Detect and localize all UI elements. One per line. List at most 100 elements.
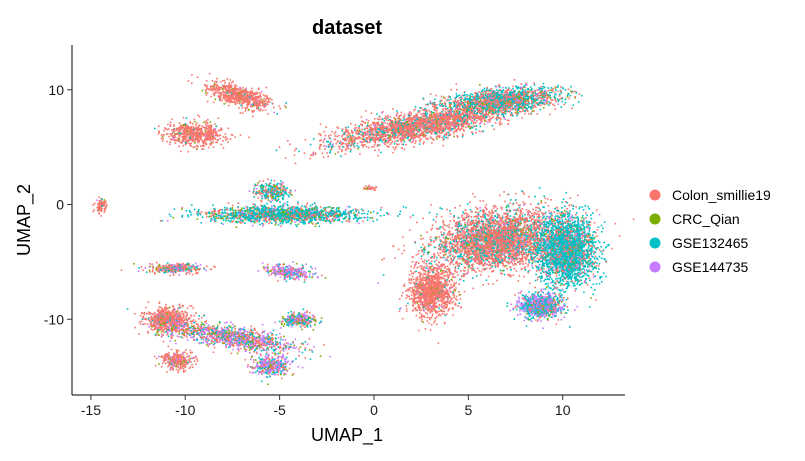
data-point — [216, 90, 218, 92]
data-point — [383, 142, 385, 144]
data-point — [472, 127, 474, 129]
data-point — [482, 106, 484, 108]
data-point — [240, 112, 242, 114]
data-point — [251, 110, 253, 112]
data-point — [454, 125, 456, 127]
data-point — [565, 102, 567, 104]
data-point — [521, 106, 523, 108]
data-point — [382, 111, 384, 113]
data-point — [356, 145, 358, 147]
data-point — [252, 105, 254, 107]
data-point — [534, 84, 536, 86]
data-point — [234, 92, 236, 94]
data-point — [509, 100, 511, 102]
data-point — [446, 132, 448, 134]
data-point — [368, 147, 370, 149]
data-point — [420, 114, 422, 116]
data-point — [328, 135, 330, 137]
data-point — [512, 115, 514, 117]
data-point — [373, 123, 375, 125]
data-point — [457, 120, 459, 122]
data-point — [413, 146, 415, 148]
data-point — [404, 116, 406, 118]
data-point — [347, 143, 349, 145]
data-point — [373, 138, 375, 140]
data-point — [368, 125, 370, 127]
data-point — [335, 139, 337, 141]
data-point — [467, 101, 469, 103]
data-point — [471, 105, 473, 107]
data-point — [311, 155, 313, 157]
data-point — [496, 92, 498, 94]
data-point — [429, 114, 431, 116]
data-point — [323, 139, 325, 141]
data-point — [248, 109, 250, 111]
data-point — [402, 134, 404, 136]
data-point — [479, 84, 481, 86]
data-point — [366, 128, 368, 130]
data-point — [253, 97, 255, 99]
data-point — [310, 144, 312, 146]
data-point — [443, 138, 445, 140]
data-point — [395, 147, 397, 149]
data-point — [387, 128, 389, 130]
data-point — [204, 84, 206, 86]
data-point — [432, 104, 434, 106]
data-point — [330, 144, 332, 146]
data-point — [389, 138, 391, 140]
data-point — [395, 134, 397, 136]
data-point — [384, 134, 386, 136]
data-point — [512, 86, 514, 88]
data-point — [525, 109, 527, 111]
data-point — [562, 101, 564, 103]
data-point — [266, 87, 268, 89]
data-point — [475, 132, 477, 134]
data-point — [256, 105, 258, 107]
data-point — [423, 113, 425, 115]
data-point — [263, 98, 265, 100]
data-point — [502, 92, 504, 94]
data-point — [243, 92, 245, 94]
data-point — [418, 131, 420, 133]
data-point — [432, 129, 434, 131]
data-point — [169, 144, 171, 146]
data-point — [320, 123, 322, 125]
data-point — [239, 87, 241, 89]
data-point — [500, 102, 502, 104]
data-point — [485, 113, 487, 115]
data-point — [450, 125, 452, 127]
data-point — [419, 122, 421, 124]
data-point — [468, 106, 470, 108]
data-point — [240, 88, 242, 90]
data-point — [562, 87, 564, 89]
data-point — [207, 92, 209, 94]
data-point — [491, 88, 493, 90]
data-point — [448, 122, 450, 124]
data-point — [237, 88, 239, 90]
data-point — [168, 136, 170, 138]
data-point — [423, 128, 425, 130]
data-point — [392, 108, 394, 110]
data-point — [341, 149, 343, 151]
data-point — [393, 127, 395, 129]
data-point — [518, 91, 520, 93]
data-point — [422, 109, 424, 111]
data-point — [371, 133, 373, 135]
data-point — [469, 107, 471, 109]
data-point — [347, 136, 349, 138]
data-point — [449, 106, 451, 108]
data-point — [285, 107, 287, 109]
data-point — [493, 105, 495, 107]
data-point — [390, 122, 392, 124]
data-point — [472, 100, 474, 102]
data-point — [456, 111, 458, 113]
data-point — [402, 117, 404, 119]
data-point — [443, 105, 445, 107]
data-point — [212, 80, 214, 82]
data-point — [453, 133, 455, 135]
data-point — [259, 100, 261, 102]
data-point — [460, 103, 462, 105]
data-point — [242, 107, 244, 109]
data-point — [550, 90, 552, 92]
data-point — [522, 109, 524, 111]
